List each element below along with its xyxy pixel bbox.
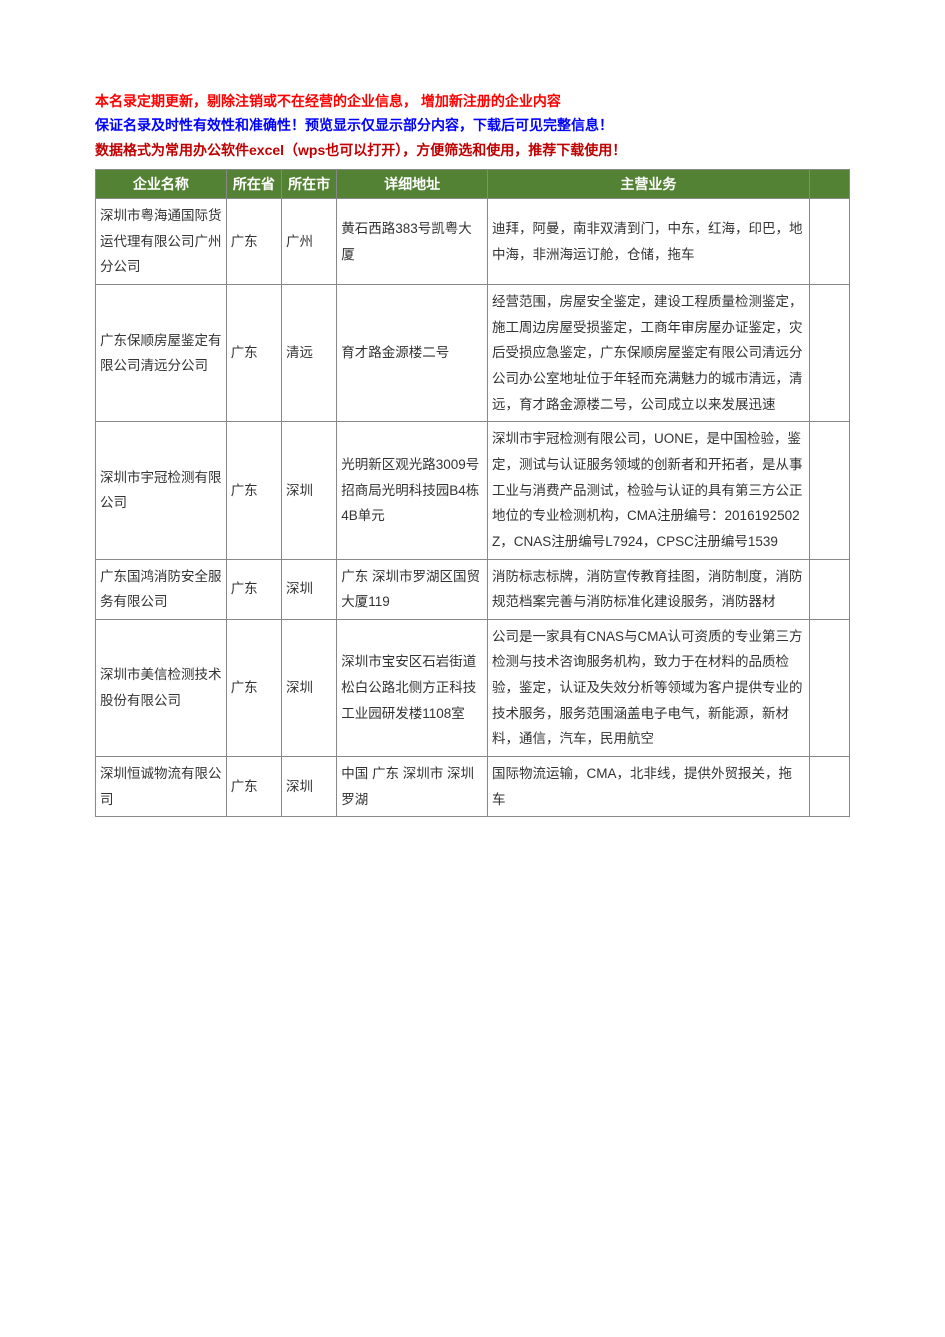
cell-extra xyxy=(809,559,849,619)
cell-address: 深圳市宝安区石岩街道松白公路北侧方正科技工业园研发楼1108室 xyxy=(337,619,488,756)
table-row: 深圳市美信检测技术股份有限公司广东深圳深圳市宝安区石岩街道松白公路北侧方正科技工… xyxy=(96,619,850,756)
th-address: 详细地址 xyxy=(337,170,488,199)
cell-address: 广东 深圳市罗湖区国贸大厦119 xyxy=(337,559,488,619)
th-extra xyxy=(809,170,849,199)
cell-name: 深圳市美信检测技术股份有限公司 xyxy=(96,619,227,756)
table-row: 深圳市宇冠检测有限公司广东深圳光明新区观光路3009号招商局光明科技园B4栋4B… xyxy=(96,422,850,559)
cell-extra xyxy=(809,285,849,422)
cell-name: 深圳市宇冠检测有限公司 xyxy=(96,422,227,559)
table-row: 广东国鸿消防安全服务有限公司广东深圳广东 深圳市罗湖区国贸大厦119消防标志标牌… xyxy=(96,559,850,619)
cell-extra xyxy=(809,422,849,559)
cell-province: 广东 xyxy=(226,285,281,422)
cell-business: 经营范围，房屋安全鉴定，建设工程质量检测鉴定，施工周边房屋受损鉴定，工商年审房屋… xyxy=(488,285,810,422)
cell-extra xyxy=(809,199,849,285)
company-table: 企业名称 所在省 所在市 详细地址 主营业务 深圳市粤海通国际货运代理有限公司广… xyxy=(95,169,850,817)
cell-province: 广东 xyxy=(226,559,281,619)
cell-province: 广东 xyxy=(226,199,281,285)
cell-province: 广东 xyxy=(226,422,281,559)
cell-province: 广东 xyxy=(226,756,281,816)
cell-name: 广东国鸿消防安全服务有限公司 xyxy=(96,559,227,619)
cell-address: 黄石西路383号凯粤大厦 xyxy=(337,199,488,285)
cell-name: 广东保顺房屋鉴定有限公司清远分公司 xyxy=(96,285,227,422)
cell-extra xyxy=(809,619,849,756)
table-row: 深圳市粤海通国际货运代理有限公司广州分公司广东广州黄石西路383号凯粤大厦迪拜，… xyxy=(96,199,850,285)
table-row: 深圳恒诚物流有限公司广东深圳中国 广东 深圳市 深圳罗湖国际物流运输，CMA，北… xyxy=(96,756,850,816)
cell-name: 深圳市粤海通国际货运代理有限公司广州分公司 xyxy=(96,199,227,285)
cell-city: 广州 xyxy=(281,199,336,285)
cell-business: 迪拜，阿曼，南非双清到门，中东，红海，印巴，地中海，非洲海运订舱，仓储，拖车 xyxy=(488,199,810,285)
cell-city: 深圳 xyxy=(281,619,336,756)
cell-business: 公司是一家具有CNAS与CMA认可资质的专业第三方检测与技术咨询服务机构，致力于… xyxy=(488,619,810,756)
table-body: 深圳市粤海通国际货运代理有限公司广州分公司广东广州黄石西路383号凯粤大厦迪拜，… xyxy=(96,199,850,817)
cell-city: 清远 xyxy=(281,285,336,422)
cell-city: 深圳 xyxy=(281,559,336,619)
cell-address: 中国 广东 深圳市 深圳罗湖 xyxy=(337,756,488,816)
table-header-row: 企业名称 所在省 所在市 详细地址 主营业务 xyxy=(96,170,850,199)
th-name: 企业名称 xyxy=(96,170,227,199)
intro-line-2: 保证名录及时性有效性和准确性！预览显示仅显示部分内容，下载后可见完整信息！ xyxy=(95,114,850,136)
intro-line-3: 数据格式为常用办公软件excel（wps也可以打开），方便筛选和使用，推荐下载使… xyxy=(95,139,850,161)
cell-business: 消防标志标牌，消防宣传教育挂图，消防制度，消防规范档案完善与消防标准化建设服务，… xyxy=(488,559,810,619)
cell-address: 育才路金源楼二号 xyxy=(337,285,488,422)
intro-text-block: 本名录定期更新，剔除注销或不在经营的企业信息， 增加新注册的企业内容 保证名录及… xyxy=(95,90,850,161)
cell-province: 广东 xyxy=(226,619,281,756)
cell-business: 深圳市宇冠检测有限公司，UONE，是中国检验，鉴定，测试与认证服务领域的创新者和… xyxy=(488,422,810,559)
cell-business: 国际物流运输，CMA，北非线，提供外贸报关，拖车 xyxy=(488,756,810,816)
intro-line-1: 本名录定期更新，剔除注销或不在经营的企业信息， 增加新注册的企业内容 xyxy=(95,90,850,112)
cell-address: 光明新区观光路3009号招商局光明科技园B4栋4B单元 xyxy=(337,422,488,559)
cell-city: 深圳 xyxy=(281,756,336,816)
cell-extra xyxy=(809,756,849,816)
cell-city: 深圳 xyxy=(281,422,336,559)
th-city: 所在市 xyxy=(281,170,336,199)
cell-name: 深圳恒诚物流有限公司 xyxy=(96,756,227,816)
th-province: 所在省 xyxy=(226,170,281,199)
th-business: 主营业务 xyxy=(488,170,810,199)
table-row: 广东保顺房屋鉴定有限公司清远分公司广东清远育才路金源楼二号经营范围，房屋安全鉴定… xyxy=(96,285,850,422)
